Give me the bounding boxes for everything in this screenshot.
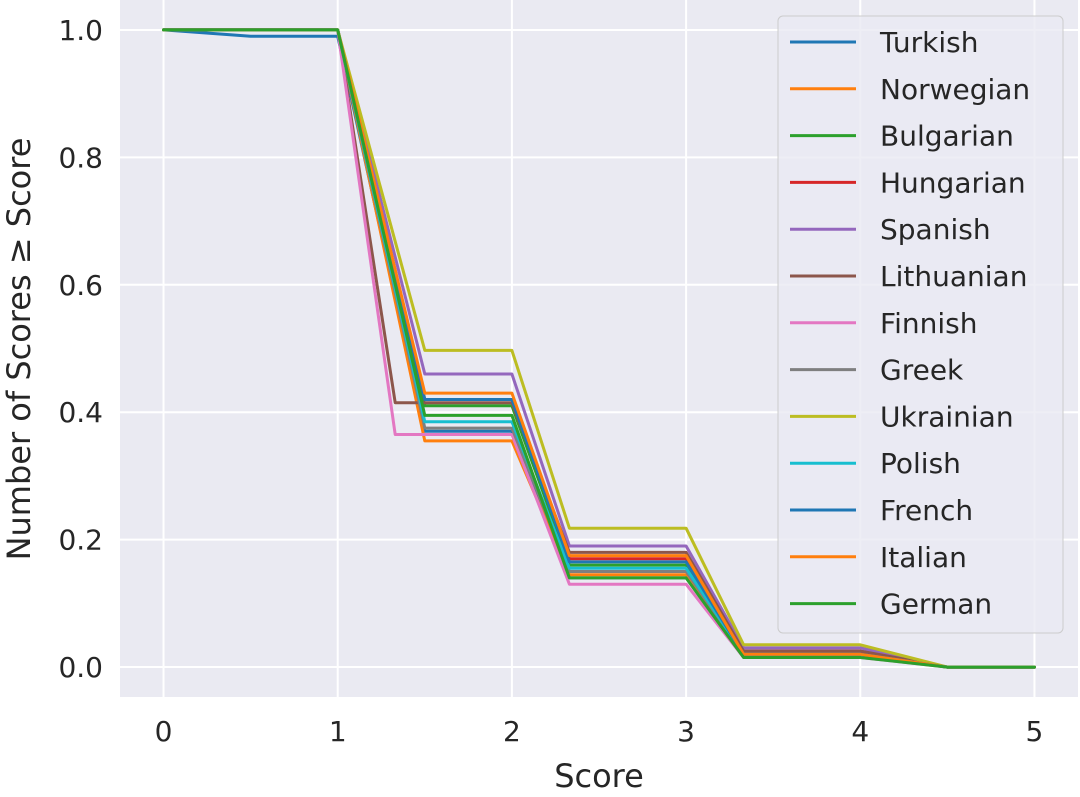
x-tick-label: 0 xyxy=(155,715,173,748)
y-tick-label: 0.8 xyxy=(58,141,103,174)
legend-label-italian: Italian xyxy=(880,541,967,574)
legend-label-greek: Greek xyxy=(880,354,964,387)
legend-label-polish: Polish xyxy=(880,447,961,480)
y-tick-label: 0.4 xyxy=(58,396,103,429)
x-tick-label: 5 xyxy=(1026,715,1044,748)
legend-label-turkish: Turkish xyxy=(879,26,978,59)
x-tick-label: 3 xyxy=(677,715,695,748)
x-tick-label: 1 xyxy=(329,715,347,748)
y-tick-label: 0.6 xyxy=(58,269,103,302)
x-tick-label: 4 xyxy=(851,715,869,748)
legend-label-finnish: Finnish xyxy=(880,307,977,340)
legend-label-norwegian: Norwegian xyxy=(880,73,1030,106)
y-tick-label: 0.2 xyxy=(58,524,103,557)
legend-label-hungarian: Hungarian xyxy=(880,166,1026,199)
legend-label-french: French xyxy=(880,494,973,527)
y-tick-labels: 0.0 0.2 0.4 0.6 0.8 1.0 xyxy=(58,14,103,684)
x-tick-labels: 0 1 2 3 4 5 xyxy=(155,715,1044,748)
legend-label-bulgarian: Bulgarian xyxy=(880,120,1014,153)
legend-label-spanish: Spanish xyxy=(880,213,991,246)
legend-box xyxy=(777,15,1064,634)
legend-label-german: German xyxy=(880,588,992,621)
legend-label-lithuanian: Lithuanian xyxy=(880,260,1027,293)
series-line-german xyxy=(162,28,1036,669)
legend: Turkish Norwegian Bulgarian Hungarian Spanis… xyxy=(777,15,1064,634)
y-tick-label: 0.0 xyxy=(58,651,103,684)
y-tick-label: 1.0 xyxy=(58,14,103,47)
series-lines xyxy=(162,28,1036,669)
legend-label-ukrainian: Ukrainian xyxy=(880,400,1014,433)
x-tick-label: 2 xyxy=(503,715,521,748)
x-axis-label: Score xyxy=(554,757,644,795)
y-axis-label: Number of Scores ≥ Score xyxy=(0,138,38,561)
